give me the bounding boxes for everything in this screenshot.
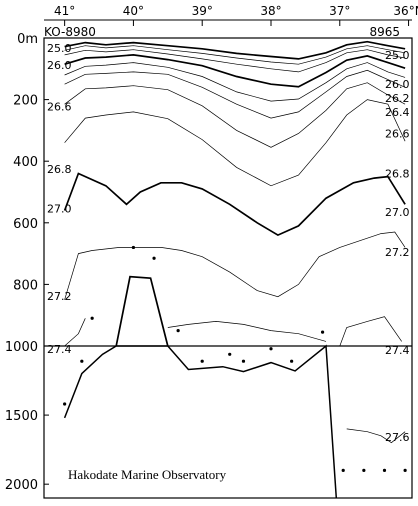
x-tick-label: 36°N <box>393 4 418 18</box>
y-tick-label: 200 <box>13 94 38 109</box>
contour-label-right: 27.4 <box>385 344 410 357</box>
contour-line-26.6 <box>64 82 406 148</box>
y-tick-label: 1500 <box>5 409 38 424</box>
contour-label-left: 27.4 <box>47 343 72 356</box>
contour-label-right: 26.4 <box>385 106 410 119</box>
y-tick-label: 0m <box>17 32 38 47</box>
x-tick-label: 38° <box>260 4 281 18</box>
y-tick-label: 800 <box>13 278 38 293</box>
contour-line-segment-10 <box>64 318 86 347</box>
station-dot <box>80 359 84 363</box>
contour-label-left: 26.8 <box>47 163 72 176</box>
contour-label-right: 26.8 <box>385 168 410 181</box>
y-tick-label: 2000 <box>5 478 38 493</box>
station-dot <box>362 468 366 472</box>
x-tick-label: 39° <box>192 4 213 18</box>
contour-label-left: 27.2 <box>47 290 72 303</box>
contour-line-26.2 <box>64 62 406 102</box>
station-dot <box>241 359 246 363</box>
contour-label-left: 26.6 <box>47 100 72 113</box>
contour-line-26.8 <box>64 99 406 187</box>
station-dot <box>320 330 325 334</box>
station-right-label: 8965 <box>369 25 400 39</box>
contour-line-segment-13 <box>115 275 169 347</box>
contour-line-segment-11 <box>167 321 327 342</box>
section-boundary <box>63 344 338 499</box>
contour-lines <box>63 40 406 444</box>
station-dot <box>403 468 407 472</box>
station-markers <box>63 245 407 472</box>
y-tick-label: 400 <box>13 155 38 170</box>
station-dot <box>269 347 273 351</box>
contour-labels: 25.026.026.626.827.027.227.425.026.026.2… <box>47 42 410 444</box>
contour-label-right: 26.0 <box>385 78 410 91</box>
x-tick-label: 41° <box>54 4 75 18</box>
x-tick-label: 37° <box>329 4 350 18</box>
contour-line-lower-27.6 <box>346 428 406 444</box>
y-tick-label: 1000 <box>5 340 38 355</box>
station-dot <box>152 256 156 260</box>
station-left-label: KO-8980 <box>44 25 96 39</box>
credit-text: Hakodate Marine Observatory <box>68 467 227 482</box>
plot-frame <box>43 19 413 499</box>
contour-label-left: 25.0 <box>47 42 72 55</box>
contour-line-27.2 <box>64 231 406 300</box>
contour-label-left: 26.0 <box>47 59 72 72</box>
station-dot <box>131 245 136 250</box>
contour-line-25.4 <box>64 45 406 65</box>
station-dot <box>228 352 232 356</box>
contour-line-26.0 <box>64 54 406 88</box>
contour-line-segment-12 <box>339 316 402 347</box>
plot-border <box>43 37 413 499</box>
y-axis-ticks: 0m 200 400 600 800 1000 1500 2000 <box>5 32 49 493</box>
contour-label-left: 27.0 <box>47 202 72 215</box>
contour-line-27.0 <box>63 172 406 237</box>
contour-line-25.0 <box>64 40 406 60</box>
contour-label-right: 27.6 <box>385 431 410 444</box>
contour-label-right: 26.6 <box>385 127 410 140</box>
station-dot <box>290 359 294 363</box>
contour-line-25.8 <box>64 49 406 73</box>
contour-label-right: 26.2 <box>385 92 410 105</box>
station-dot <box>90 316 94 320</box>
contour-label-right: 25.0 <box>385 49 410 62</box>
station-dot <box>176 329 180 333</box>
x-tick-label: 40° <box>123 4 144 18</box>
contour-label-right: 27.0 <box>385 206 410 219</box>
station-dot <box>341 468 345 472</box>
station-dot <box>63 402 67 406</box>
contour-line-26.4 <box>64 69 406 119</box>
y-tick-label: 600 <box>13 217 38 232</box>
contour-label-right: 27.2 <box>385 246 410 259</box>
station-dot <box>382 468 387 472</box>
station-dot <box>200 359 204 363</box>
x-axis-ticks: 41° 40° 39° 38° 37° 36°N <box>54 4 418 26</box>
bottom-boundary-line <box>63 344 338 499</box>
